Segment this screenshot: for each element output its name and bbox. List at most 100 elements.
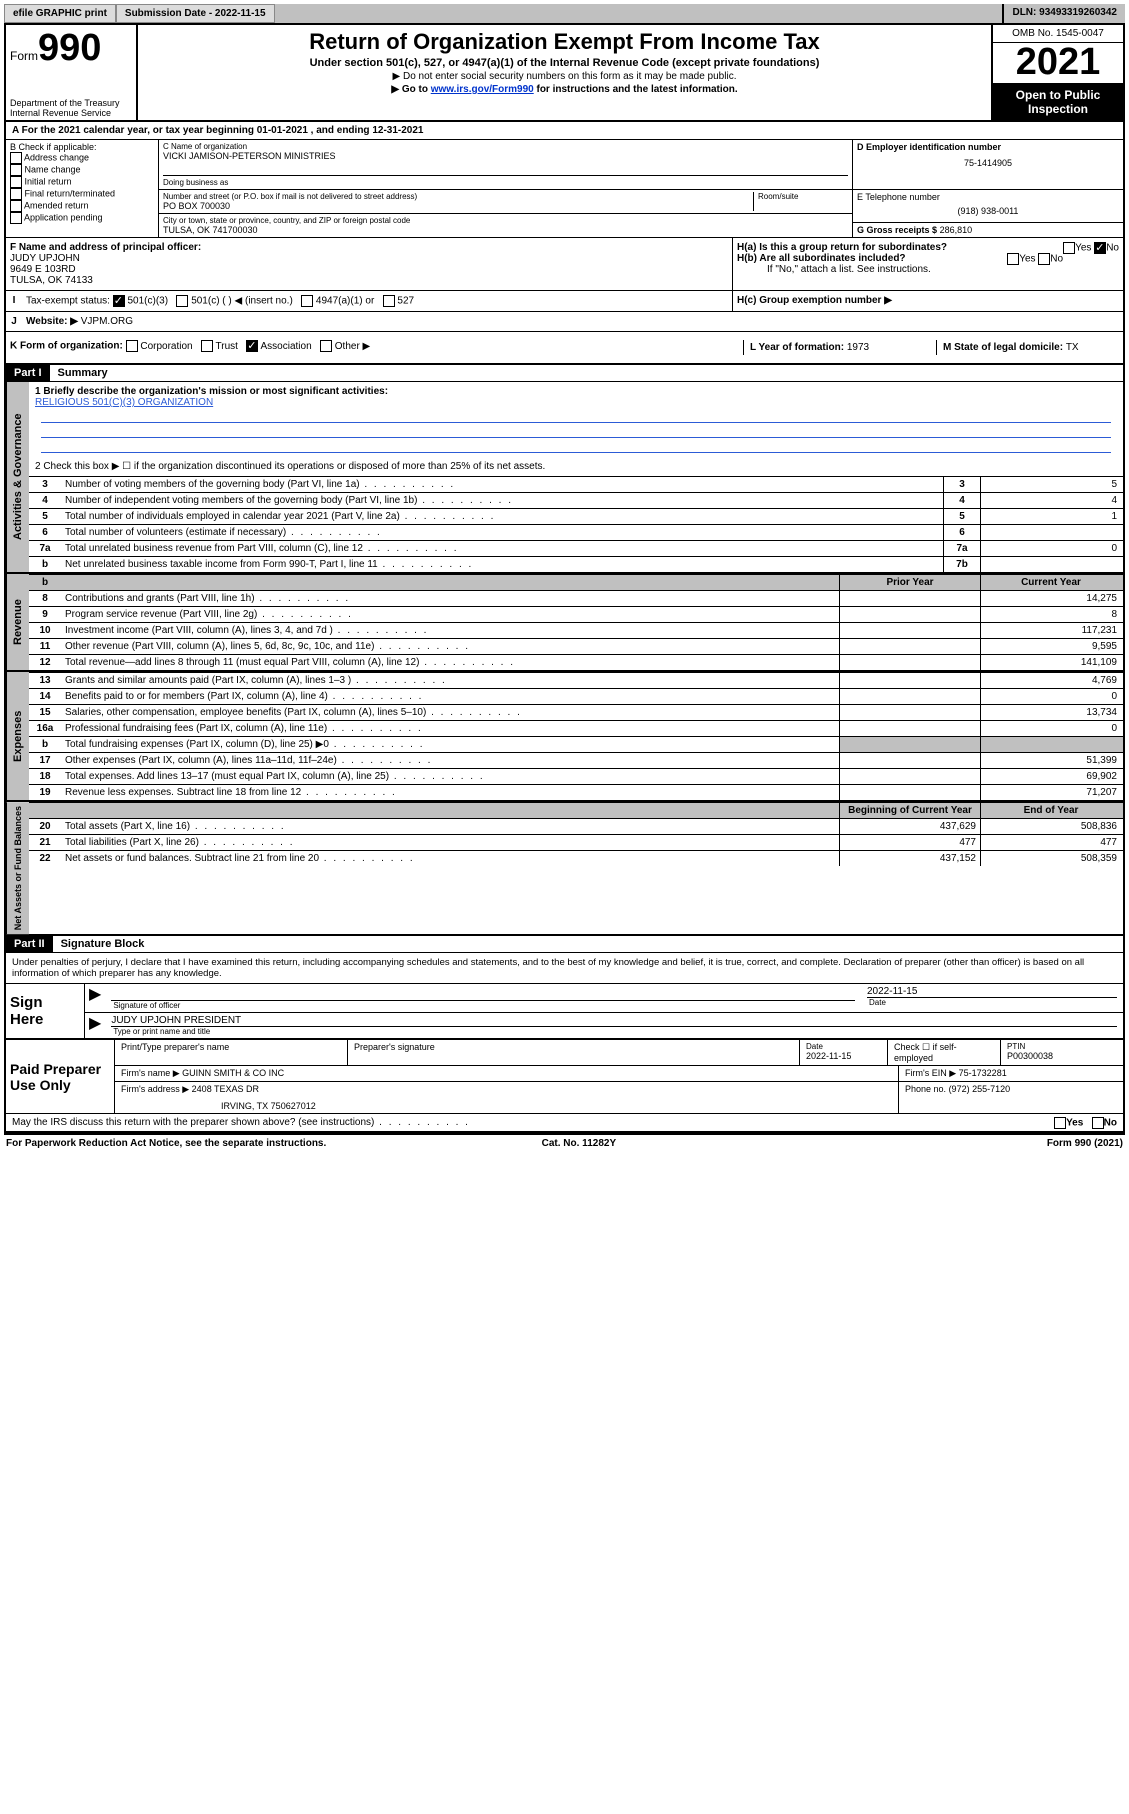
g-label: G Gross receipts $ bbox=[857, 225, 937, 235]
website-value: VJPM.ORG bbox=[81, 316, 133, 327]
form-number: Form990 bbox=[10, 27, 132, 70]
org-city: TULSA, OK 741700030 bbox=[163, 225, 848, 235]
check-b-item[interactable]: Amended return bbox=[10, 200, 154, 212]
officer-name-title: JUDY UPJOHN PRESIDENT bbox=[111, 1015, 1117, 1026]
form-footer: For Paperwork Reduction Act Notice, see … bbox=[4, 1135, 1125, 1152]
check-b-item[interactable]: Name change bbox=[10, 164, 154, 176]
perjury-declaration: Under penalties of perjury, I declare th… bbox=[6, 953, 1123, 983]
m-label: M State of legal domicile: bbox=[943, 342, 1066, 353]
room-label: Room/suite bbox=[758, 192, 848, 201]
row-i-label: I bbox=[6, 291, 22, 311]
part2-header-row: Part II Signature Block bbox=[6, 936, 1123, 953]
form-title: Return of Organization Exempt From Incom… bbox=[144, 29, 985, 55]
firm-ein-label: Firm's EIN ▶ bbox=[905, 1068, 956, 1078]
instructions-link[interactable]: www.irs.gov/Form990 bbox=[431, 84, 534, 95]
check-b-column: B Check if applicable: Address change Na… bbox=[6, 140, 159, 237]
na-table: Beginning of Current YearEnd of Year20To… bbox=[29, 802, 1123, 866]
c-label: C Name of organization bbox=[163, 142, 848, 151]
state-domicile: TX bbox=[1066, 342, 1079, 353]
side-revenue: Revenue bbox=[6, 574, 29, 670]
exp-table: 13Grants and similar amounts paid (Part … bbox=[29, 672, 1123, 800]
row-k-label: K Form of organization: bbox=[10, 341, 123, 352]
open-public: Open to Public Inspection bbox=[993, 84, 1123, 120]
rev-table: bPrior YearCurrent Year8Contributions an… bbox=[29, 574, 1123, 670]
officer-addr: 9649 E 103RD bbox=[10, 264, 728, 275]
501c3-checkbox[interactable] bbox=[113, 295, 125, 307]
sign-date: 2022-11-15 bbox=[867, 986, 1117, 997]
print-name-label: Print/Type preparer's name bbox=[115, 1040, 348, 1065]
side-governance: Activities & Governance bbox=[6, 382, 29, 572]
l-label: L Year of formation: bbox=[750, 342, 847, 353]
governance-section: Activities & Governance 1 Briefly descri… bbox=[6, 382, 1123, 574]
part2-title: Signature Block bbox=[53, 936, 153, 952]
officer-city: TULSA, OK 74133 bbox=[10, 275, 728, 286]
briefly-label: 1 Briefly describe the organization's mi… bbox=[35, 386, 1117, 397]
row-a-period: A For the 2021 calendar year, or tax yea… bbox=[6, 122, 1123, 140]
part1-title: Summary bbox=[50, 365, 116, 381]
form-subtitle: Under section 501(c), 527, or 4947(a)(1)… bbox=[144, 57, 985, 69]
firm-addr: 2408 TEXAS DR bbox=[192, 1084, 259, 1094]
part1-header: Part I bbox=[6, 365, 50, 381]
ptin: P00300038 bbox=[1007, 1051, 1117, 1061]
expenses-section: Expenses 13Grants and similar amounts pa… bbox=[6, 672, 1123, 802]
section-b-g: B Check if applicable: Address change Na… bbox=[6, 140, 1123, 238]
phone: (918) 938-0011 bbox=[857, 202, 1119, 220]
revenue-section: Revenue bPrior YearCurrent Year8Contribu… bbox=[6, 574, 1123, 672]
officer-name: JUDY UPJOHN bbox=[10, 253, 728, 264]
year-formation: 1973 bbox=[847, 342, 869, 353]
check-b-items: Address change Name change Initial retur… bbox=[10, 152, 154, 224]
sign-here-label: Sign Here bbox=[6, 984, 84, 1038]
firm-phone: (972) 255-7120 bbox=[949, 1084, 1011, 1094]
h-attach: If "No," attach a list. See instructions… bbox=[737, 264, 1119, 275]
arrow-icon: ▶ bbox=[85, 984, 105, 1012]
gov-table: 3Number of voting members of the governi… bbox=[29, 476, 1123, 572]
gross-receipts: 286,810 bbox=[940, 225, 973, 235]
part2-header: Part II bbox=[6, 936, 53, 952]
side-netassets: Net Assets or Fund Balances bbox=[6, 802, 29, 934]
firm-name-label: Firm's name ▶ bbox=[121, 1068, 180, 1078]
mission-text: RELIGIOUS 501(C)(3) ORGANIZATION bbox=[35, 397, 1117, 408]
h-a: H(a) Is this a group return for subordin… bbox=[737, 242, 1119, 253]
part1-header-row: Part I Summary bbox=[6, 365, 1123, 382]
efile-print-button[interactable]: efile GRAPHIC print bbox=[4, 4, 116, 23]
check-self: Check ☐ if self-employed bbox=[888, 1040, 1001, 1065]
side-expenses: Expenses bbox=[6, 672, 29, 800]
firm-phone-label: Phone no. bbox=[905, 1084, 946, 1094]
line-2: 2 Check this box ▶ ☐ if the organization… bbox=[29, 457, 1123, 476]
paid-preparer-label: Paid Preparer Use Only bbox=[6, 1040, 114, 1113]
d-label: D Employer identification number bbox=[857, 142, 1119, 152]
cat-no: Cat. No. 11282Y bbox=[542, 1138, 616, 1149]
check-b-item[interactable]: Address change bbox=[10, 152, 154, 164]
dept-label: Department of the Treasury Internal Reve… bbox=[10, 98, 120, 118]
prep-sig-label: Preparer's signature bbox=[348, 1040, 800, 1065]
addr-label: Number and street (or P.O. box if mail i… bbox=[163, 192, 753, 201]
top-toolbar: efile GRAPHIC print Submission Date - 20… bbox=[4, 4, 1125, 23]
arrow-icon: ▶ bbox=[85, 1013, 105, 1038]
check-b-item[interactable]: Initial return bbox=[10, 176, 154, 188]
dba-label: Doing business as bbox=[163, 178, 848, 187]
prep-date: 2022-11-15 bbox=[806, 1051, 881, 1061]
form-header: Form990 Department of the Treasury Inter… bbox=[6, 25, 1123, 122]
form-rev: Form 990 (2021) bbox=[1047, 1138, 1123, 1149]
signature-block: Under penalties of perjury, I declare th… bbox=[6, 953, 1123, 1133]
firm-city: IRVING, TX 750627012 bbox=[121, 1095, 892, 1111]
net-assets-section: Net Assets or Fund Balances Beginning of… bbox=[6, 802, 1123, 936]
ein: 75-1414905 bbox=[857, 152, 1119, 168]
dln: DLN: 93493319260342 bbox=[1004, 4, 1125, 23]
check-b-item[interactable]: Final return/terminated bbox=[10, 188, 154, 200]
date-label: Date bbox=[867, 997, 1117, 1007]
k-options: Corporation Trust Association Other ▶ bbox=[126, 341, 376, 352]
ptin-label: PTIN bbox=[1007, 1042, 1117, 1051]
h-c: H(c) Group exemption number ▶ bbox=[732, 291, 1123, 311]
firm-addr-label: Firm's address ▶ bbox=[121, 1084, 189, 1094]
tax-year: 2021 bbox=[993, 43, 1123, 84]
note-ssn: ▶ Do not enter social security numbers o… bbox=[144, 71, 985, 82]
prep-date-label: Date bbox=[806, 1042, 881, 1051]
website-label: Website: ▶ bbox=[26, 316, 78, 327]
sig-officer-label: Signature of officer bbox=[111, 1000, 855, 1010]
note-link: ▶ Go to www.irs.gov/Form990 for instruct… bbox=[144, 84, 985, 95]
h-b: H(b) Are all subordinates included? Yes … bbox=[737, 253, 1119, 264]
check-b-label: B Check if applicable: bbox=[10, 142, 154, 152]
check-b-item[interactable]: Application pending bbox=[10, 212, 154, 224]
e-label: E Telephone number bbox=[857, 192, 1119, 202]
